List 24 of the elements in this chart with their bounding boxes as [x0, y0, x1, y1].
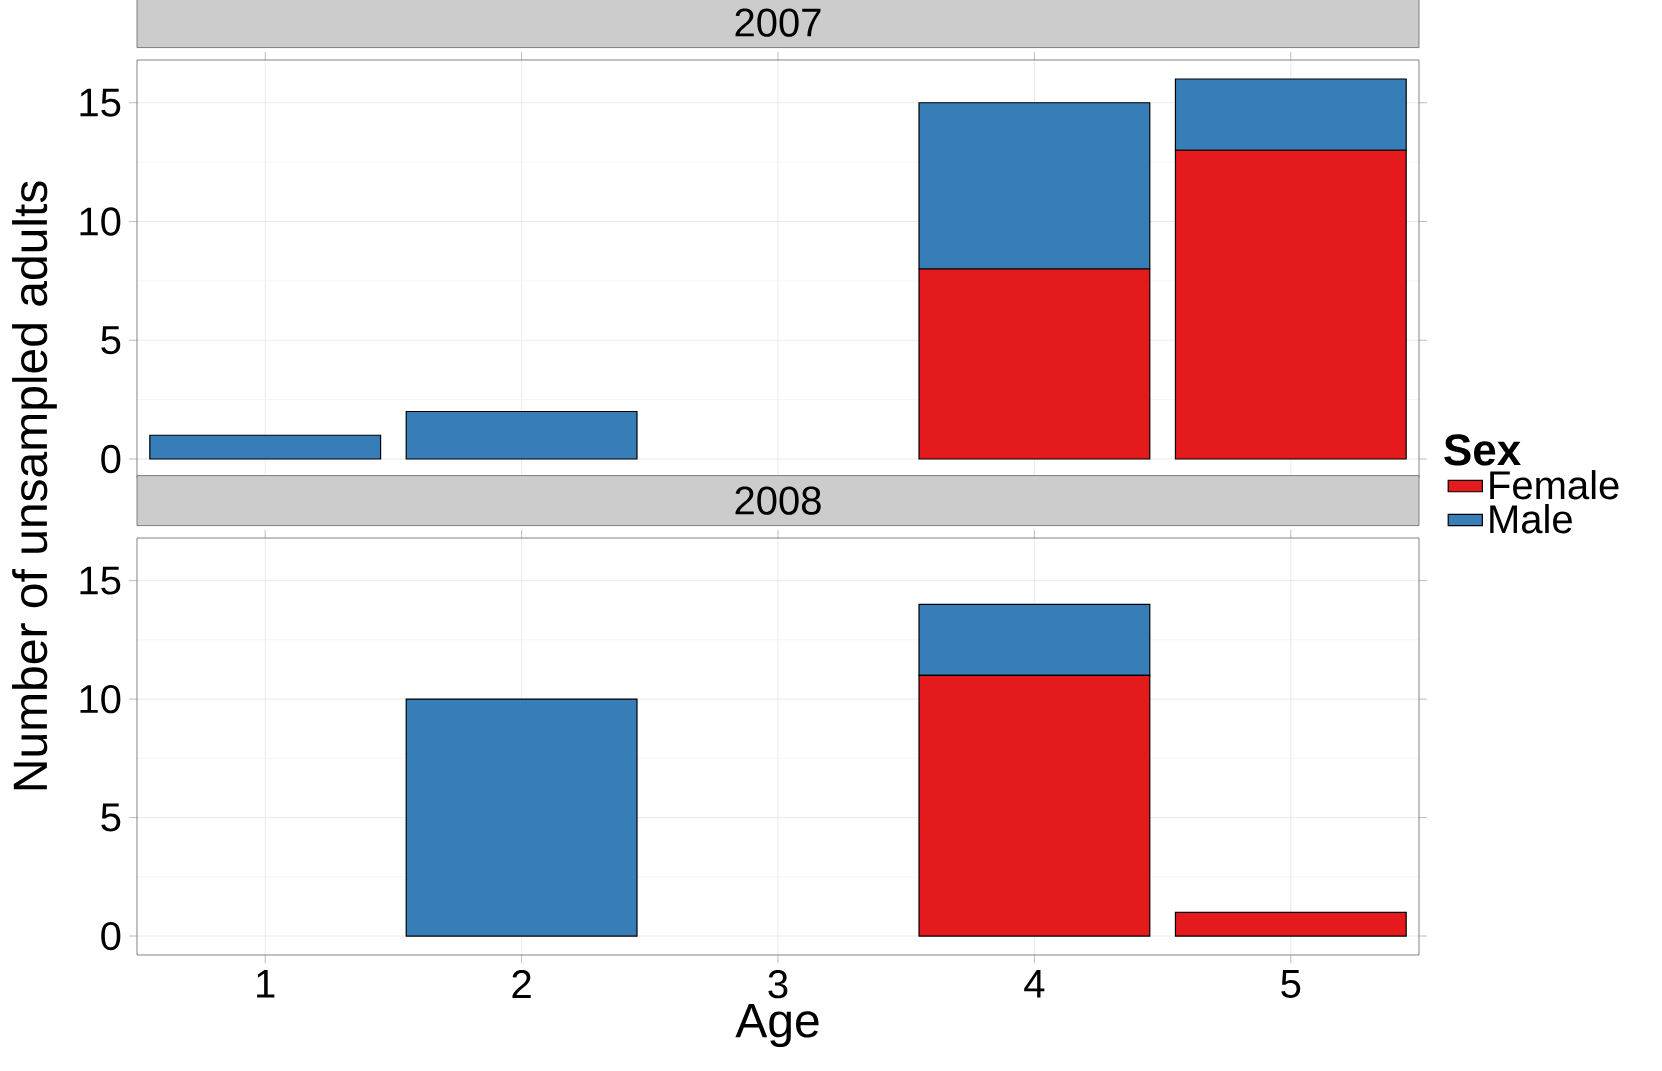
y-tick-label: 10	[80, 207, 121, 236]
y-tick-label: 5	[101, 803, 121, 832]
bar	[149, 434, 382, 460]
x-tick-label: 4	[1024, 970, 1045, 998]
legend-title: Sex	[1444, 434, 1521, 466]
x-tick-label: 5	[1281, 970, 1301, 998]
y-tick-label: 0	[101, 444, 121, 474]
y-tick-label: 10	[80, 684, 121, 714]
bar	[405, 698, 638, 937]
legend-label: Male	[1490, 504, 1572, 534]
x-axis-title: Age	[735, 1004, 819, 1048]
y-tick-label: 0	[101, 921, 121, 951]
chart-title: 2007	[735, 8, 821, 37]
chart-title: 2008	[735, 486, 821, 515]
bar	[405, 410, 638, 460]
y-tick-label: 15	[80, 88, 121, 117]
legend-label: Female	[1490, 470, 1619, 500]
y-axis-title: Number of unsampled adults	[12, 181, 57, 790]
bar	[1174, 911, 1407, 937]
y-tick-label: 15	[80, 566, 121, 595]
x-tick-label: 1	[257, 970, 275, 998]
x-tick-label: 3	[768, 970, 788, 999]
x-tick-label: 2	[512, 970, 531, 998]
y-tick-label: 5	[101, 326, 121, 355]
